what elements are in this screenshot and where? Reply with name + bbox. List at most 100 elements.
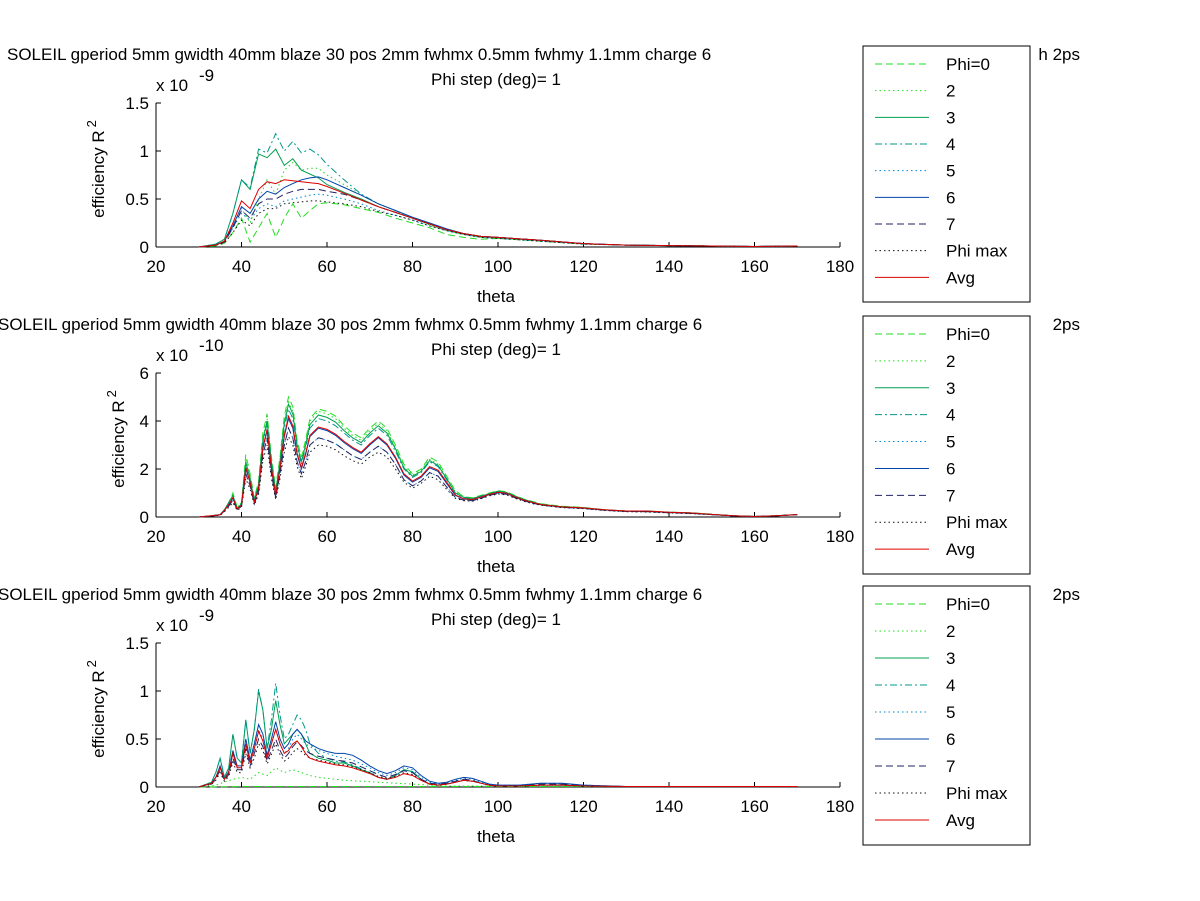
- chart-panel-3: 20 40 60 80 100 120 140 160 180 0 0.5 1 1.5 x 10 -9 the…: [0, 585, 1080, 846]
- series-line-7: [198, 426, 798, 518]
- series-line-3: [198, 402, 798, 518]
- series-line-5: [198, 193, 798, 248]
- x-tick-label: 140: [655, 797, 683, 816]
- x-tick-label: 80: [403, 257, 422, 276]
- x-tick-label: 160: [740, 527, 768, 546]
- chart-panel-1: 20 40 60 80 100 120 140 160 180 0 0.5 1 1.5 x 10 -9 the…: [7, 45, 1080, 306]
- x-tick-label: 120: [569, 257, 597, 276]
- legend-entry: 4: [946, 676, 955, 695]
- series-line-4: [198, 407, 798, 518]
- x-tick-label: 80: [403, 797, 422, 816]
- legend-box: [862, 315, 1031, 575]
- chart-subtitle: Phi step (deg)= 1: [431, 340, 561, 359]
- series-line-6: [198, 176, 798, 248]
- y-tick-label: 0: [140, 508, 149, 527]
- legend-entry: 3: [946, 108, 955, 127]
- y-tick-label: 0: [140, 238, 149, 257]
- x-tick-label: 120: [569, 527, 597, 546]
- series-line-2: [198, 767, 798, 788]
- y-axis-label-superscript: 2: [84, 120, 99, 127]
- x-tick-label: 140: [655, 527, 683, 546]
- legend-entry: 2: [946, 82, 955, 101]
- series-line-4: [198, 132, 798, 248]
- y-tick-label: 1.5: [125, 94, 149, 113]
- legend-entry: 6: [946, 188, 955, 207]
- legend: Phi=0 2 3 4 5 6 7 Phi max Avg: [862, 45, 1031, 303]
- series-line-3: [198, 690, 798, 788]
- legend-entry: 4: [946, 135, 955, 154]
- legend-box: [862, 585, 1031, 846]
- y-tick-label: 1: [140, 682, 149, 701]
- y-tick-label: 6: [140, 364, 149, 383]
- y-tick-label: 0.5: [125, 190, 149, 209]
- legend: Phi=0 2 3 4 5 6 7 Phi max Avg: [862, 315, 1031, 575]
- series-line-phi-max: [198, 435, 798, 518]
- y-axis-label-superscript: 2: [104, 390, 119, 397]
- x-tick-label: 100: [484, 527, 512, 546]
- y-exponent-label: x 10: [156, 76, 188, 95]
- x-tick-label: 100: [484, 797, 512, 816]
- x-axis-label: theta: [477, 287, 515, 306]
- y-tick-label: 2: [140, 460, 149, 479]
- y-tick-label: 1: [140, 142, 149, 161]
- y-exponent-power: -10: [199, 336, 224, 355]
- legend-entry: 3: [946, 649, 955, 668]
- legend-entry: 2: [946, 622, 955, 641]
- x-tick-label: 120: [569, 797, 597, 816]
- x-tick-label: 20: [147, 527, 166, 546]
- series-line-4: [198, 683, 798, 788]
- legend-entry: Avg: [946, 540, 975, 559]
- series-line-avg: [198, 414, 798, 518]
- y-axis-label: efficiency R2: [84, 120, 108, 218]
- legend-entry: 5: [946, 433, 955, 452]
- chart-title-tail: h 2ps: [1038, 45, 1080, 64]
- y-axis-label: efficiency R2: [104, 390, 128, 488]
- chart-subtitle: Phi step (deg)= 1: [431, 610, 561, 629]
- x-tick-label: 40: [232, 527, 251, 546]
- legend-entry: Avg: [946, 268, 975, 287]
- legend-entry: Phi max: [946, 242, 1008, 261]
- legend-entry: Phi max: [946, 784, 1008, 803]
- x-tick-label: 80: [403, 527, 422, 546]
- series-line-phi-0: [198, 202, 798, 248]
- x-tick-label: 180: [826, 257, 854, 276]
- x-tick-label: 180: [826, 797, 854, 816]
- y-exponent-label: x 10: [156, 346, 188, 365]
- legend-entry: 7: [946, 215, 955, 234]
- chart-title: SOLEIL gperiod 5mm gwidth 40mm blaze 30 …: [0, 585, 702, 604]
- legend-entry: 6: [946, 459, 955, 478]
- chart-title-tail: 2ps: [1053, 585, 1080, 604]
- legend-entry: Phi max: [946, 513, 1008, 532]
- series-line-phi-max: [198, 200, 798, 248]
- x-tick-label: 100: [484, 257, 512, 276]
- series-line-avg: [198, 179, 798, 248]
- x-tick-label: 60: [318, 527, 337, 546]
- y-tick-label: 0.5: [125, 730, 149, 749]
- x-tick-label: 40: [232, 257, 251, 276]
- x-tick-label: 60: [318, 797, 337, 816]
- chart-subtitle: Phi step (deg)= 1: [431, 70, 561, 89]
- x-tick-label: 160: [740, 257, 768, 276]
- series-line-7: [198, 737, 798, 788]
- y-tick-label: 1.5: [125, 634, 149, 653]
- y-exponent-power: -9: [199, 606, 214, 625]
- chart-title-tail: 2ps: [1053, 315, 1080, 334]
- y-tick-label: 0: [140, 778, 149, 797]
- legend-entry: Phi=0: [946, 55, 990, 74]
- series-line-avg: [198, 727, 798, 788]
- legend-entry: Avg: [946, 811, 975, 830]
- legend-entry: 5: [946, 162, 955, 181]
- series-line-phi-0: [198, 395, 798, 518]
- x-tick-label: 160: [740, 797, 768, 816]
- x-tick-label: 20: [147, 797, 166, 816]
- y-axis-label-superscript: 2: [84, 660, 99, 667]
- legend-box: [862, 45, 1031, 303]
- series-line-3: [198, 148, 798, 248]
- series-line-6: [198, 721, 798, 788]
- y-axis-label: efficiency R2: [84, 660, 108, 758]
- series-line-6: [198, 417, 798, 518]
- legend-entry: 7: [946, 486, 955, 505]
- legend-entry: Phi=0: [946, 595, 990, 614]
- legend-entry: 3: [946, 379, 955, 398]
